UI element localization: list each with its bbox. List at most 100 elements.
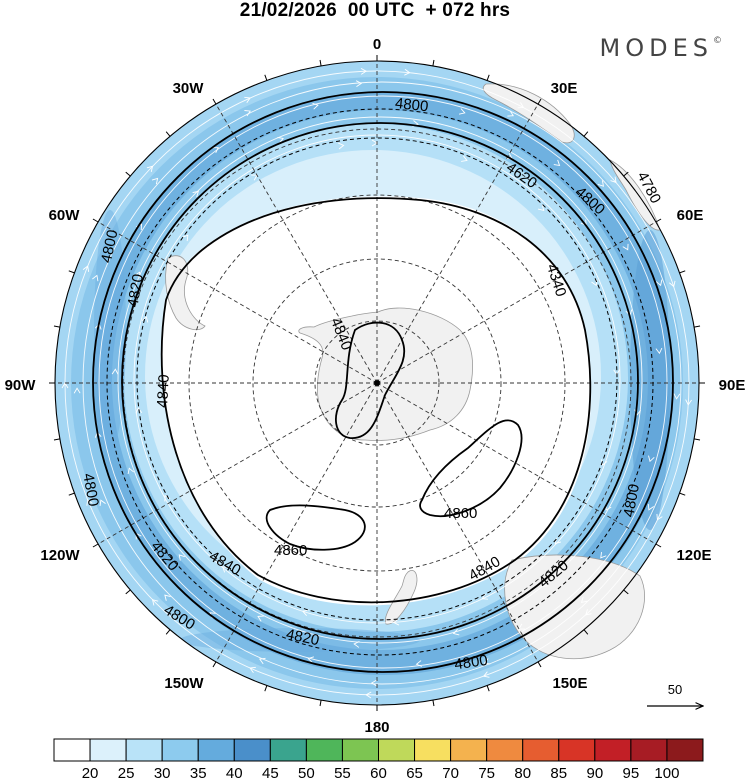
- boundary-tick: [623, 171, 629, 177]
- map-title: 21/02/2026 00 UTC + 072 hrs: [239, 0, 511, 21]
- colorbar-label: 65: [406, 765, 423, 782]
- streamline-arrowhead: [553, 159, 561, 167]
- meridian-line: [97, 382, 378, 545]
- boundary-tick: [694, 325, 701, 328]
- streamline-arrowhead: [404, 68, 411, 76]
- contour-4840-pole: [335, 321, 406, 439]
- colorbar-label: 75: [478, 765, 495, 782]
- lon-label-30w: 30W: [173, 80, 205, 97]
- colorbar-label: 35: [190, 765, 207, 782]
- boundary-tick: [92, 543, 99, 548]
- streamline-arrowhead: [482, 671, 490, 678]
- lon-label-30e: 30E: [551, 80, 578, 97]
- boundary-tick: [679, 270, 686, 274]
- colorbar-swatch: [161, 738, 199, 762]
- colorbar-swatch: [558, 738, 596, 762]
- boundary-tick: [679, 492, 686, 496]
- streamline-arrowhead: [622, 243, 629, 251]
- meridian-line: [376, 103, 539, 384]
- meridian-line: [376, 382, 539, 663]
- south-pole-marker: [374, 380, 380, 386]
- modes-logo: MODES©: [600, 34, 722, 62]
- streamline-arrowhead: [600, 459, 608, 466]
- boundary-tick: [583, 131, 589, 137]
- colorbar-swatch: [378, 738, 416, 762]
- colorbar-label: 95: [623, 765, 640, 782]
- height-contours: [92, 91, 674, 673]
- streamline-arrowhead: [302, 609, 309, 616]
- streamline-arrowhead: [353, 641, 360, 648]
- boundary-tick: [694, 438, 701, 441]
- streamline-arrowhead: [244, 110, 252, 117]
- contour-4820: [121, 122, 639, 640]
- colorbar-swatch: [450, 738, 488, 762]
- streamline-arrowhead: [338, 142, 345, 150]
- boundary-tick: [486, 74, 490, 81]
- streamline-arrowhead: [580, 596, 588, 604]
- boundary-tick: [537, 98, 542, 105]
- colorbar-swatch: [233, 738, 271, 762]
- contour-label: 4800: [620, 483, 643, 519]
- streamline-arrowhead: [415, 660, 423, 667]
- colorbar-swatch: [305, 738, 343, 762]
- meridian-line: [376, 221, 657, 384]
- colorbar-label: 85: [550, 765, 567, 782]
- boundary-tick: [319, 59, 322, 66]
- streamline-arrowhead: [365, 691, 372, 699]
- colorbar-swatch: [341, 738, 380, 762]
- streamline-arrowhead: [541, 580, 548, 588]
- streamline-arrowhead: [249, 666, 256, 674]
- streamline-arrowhead: [585, 609, 592, 616]
- colorbar-label: 60: [370, 765, 387, 782]
- reference-vector: 50: [647, 682, 703, 706]
- streamline-arrowhead: [73, 387, 81, 394]
- boundary-tick: [53, 438, 60, 441]
- boundary-tick: [212, 98, 217, 105]
- colorbar-swatch: [269, 738, 307, 762]
- streamline-arrowhead: [360, 67, 367, 75]
- streamline-arrowhead: [481, 593, 489, 600]
- streamline-arrowhead: [648, 455, 655, 463]
- colorbar-label: 45: [262, 765, 279, 782]
- colorbar: 20 25 30 35 40 45 50 55 60 65 70 75 80 85 90 95 100: [53, 738, 704, 782]
- streamline-arrowhead: [135, 407, 143, 414]
- streamline-arrowhead: [258, 657, 266, 665]
- lon-label-0: 0: [373, 36, 381, 53]
- streamline-arrowhead: [222, 566, 229, 573]
- colorbar-label: 40: [226, 765, 243, 782]
- meridian-line: [215, 382, 378, 663]
- streamline-arrowhead: [127, 467, 135, 475]
- streamline-arrowhead: [312, 102, 319, 110]
- boundary-tick: [264, 74, 268, 81]
- streamline-arrowhead: [111, 368, 119, 375]
- boundary-tick: [623, 589, 629, 595]
- boundary-tick: [655, 218, 662, 223]
- streamline-arrowhead: [146, 165, 154, 173]
- lon-label-90e: 90E: [719, 377, 746, 394]
- boundary-tick: [68, 492, 75, 496]
- contour-label: 4820: [124, 273, 147, 309]
- streamline-arrows: [61, 67, 692, 699]
- colorbar-label: 70: [442, 765, 459, 782]
- colorbar-label: 30: [154, 765, 171, 782]
- contour-4860-west: [265, 504, 366, 551]
- colorbar-swatch: [666, 738, 704, 762]
- contour-label: 4800: [98, 228, 122, 264]
- streamline-arrowhead: [600, 552, 607, 559]
- lon-label-90w: 90W: [5, 377, 37, 394]
- lon-label-180: 180: [364, 719, 389, 736]
- contour-label: 4800: [79, 472, 102, 508]
- colorbar-swatch: [53, 738, 91, 762]
- streamline-arrowhead: [517, 102, 525, 109]
- streamline-arrowhead: [483, 658, 491, 665]
- colorbar-swatch: [125, 738, 163, 762]
- boundary-tick: [537, 661, 542, 668]
- colorbar-label: 50: [298, 765, 315, 782]
- boundary-tick: [212, 661, 217, 668]
- contour-4800: [92, 91, 674, 673]
- boundary-tick: [125, 589, 131, 595]
- boundary-tick: [165, 131, 171, 137]
- streamline-arrowhead: [134, 271, 141, 279]
- dashed-contours: [106, 108, 654, 656]
